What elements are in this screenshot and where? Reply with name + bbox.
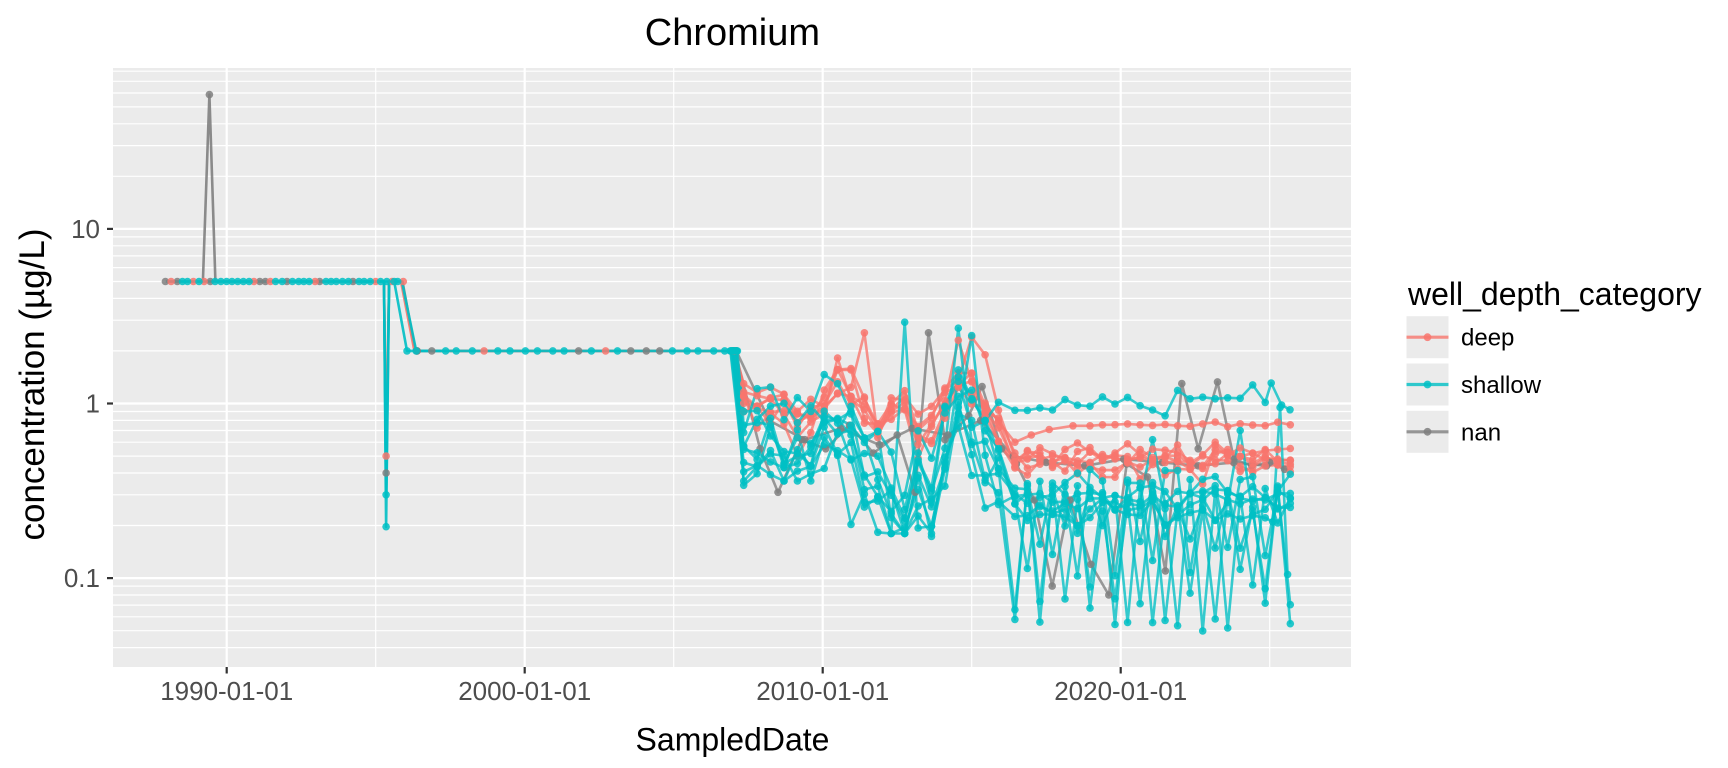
svg-text:concentration (µg/L): concentration (µg/L) (13, 229, 52, 541)
svg-text:10: 10 (71, 214, 100, 244)
svg-text:shallow: shallow (1461, 372, 1542, 399)
svg-text:deep: deep (1461, 325, 1514, 352)
svg-text:1990-01-01: 1990-01-01 (160, 676, 293, 706)
svg-text:0.1: 0.1 (64, 563, 100, 593)
svg-text:2010-01-01: 2010-01-01 (756, 676, 889, 706)
svg-text:nan: nan (1461, 419, 1501, 446)
svg-text:2000-01-01: 2000-01-01 (458, 676, 591, 706)
svg-text:Chromium: Chromium (645, 12, 820, 54)
svg-text:SampledDate: SampledDate (636, 722, 830, 758)
svg-text:2020-01-01: 2020-01-01 (1054, 676, 1187, 706)
svg-text:well_depth_category: well_depth_category (1407, 276, 1702, 312)
svg-text:1: 1 (86, 389, 100, 419)
